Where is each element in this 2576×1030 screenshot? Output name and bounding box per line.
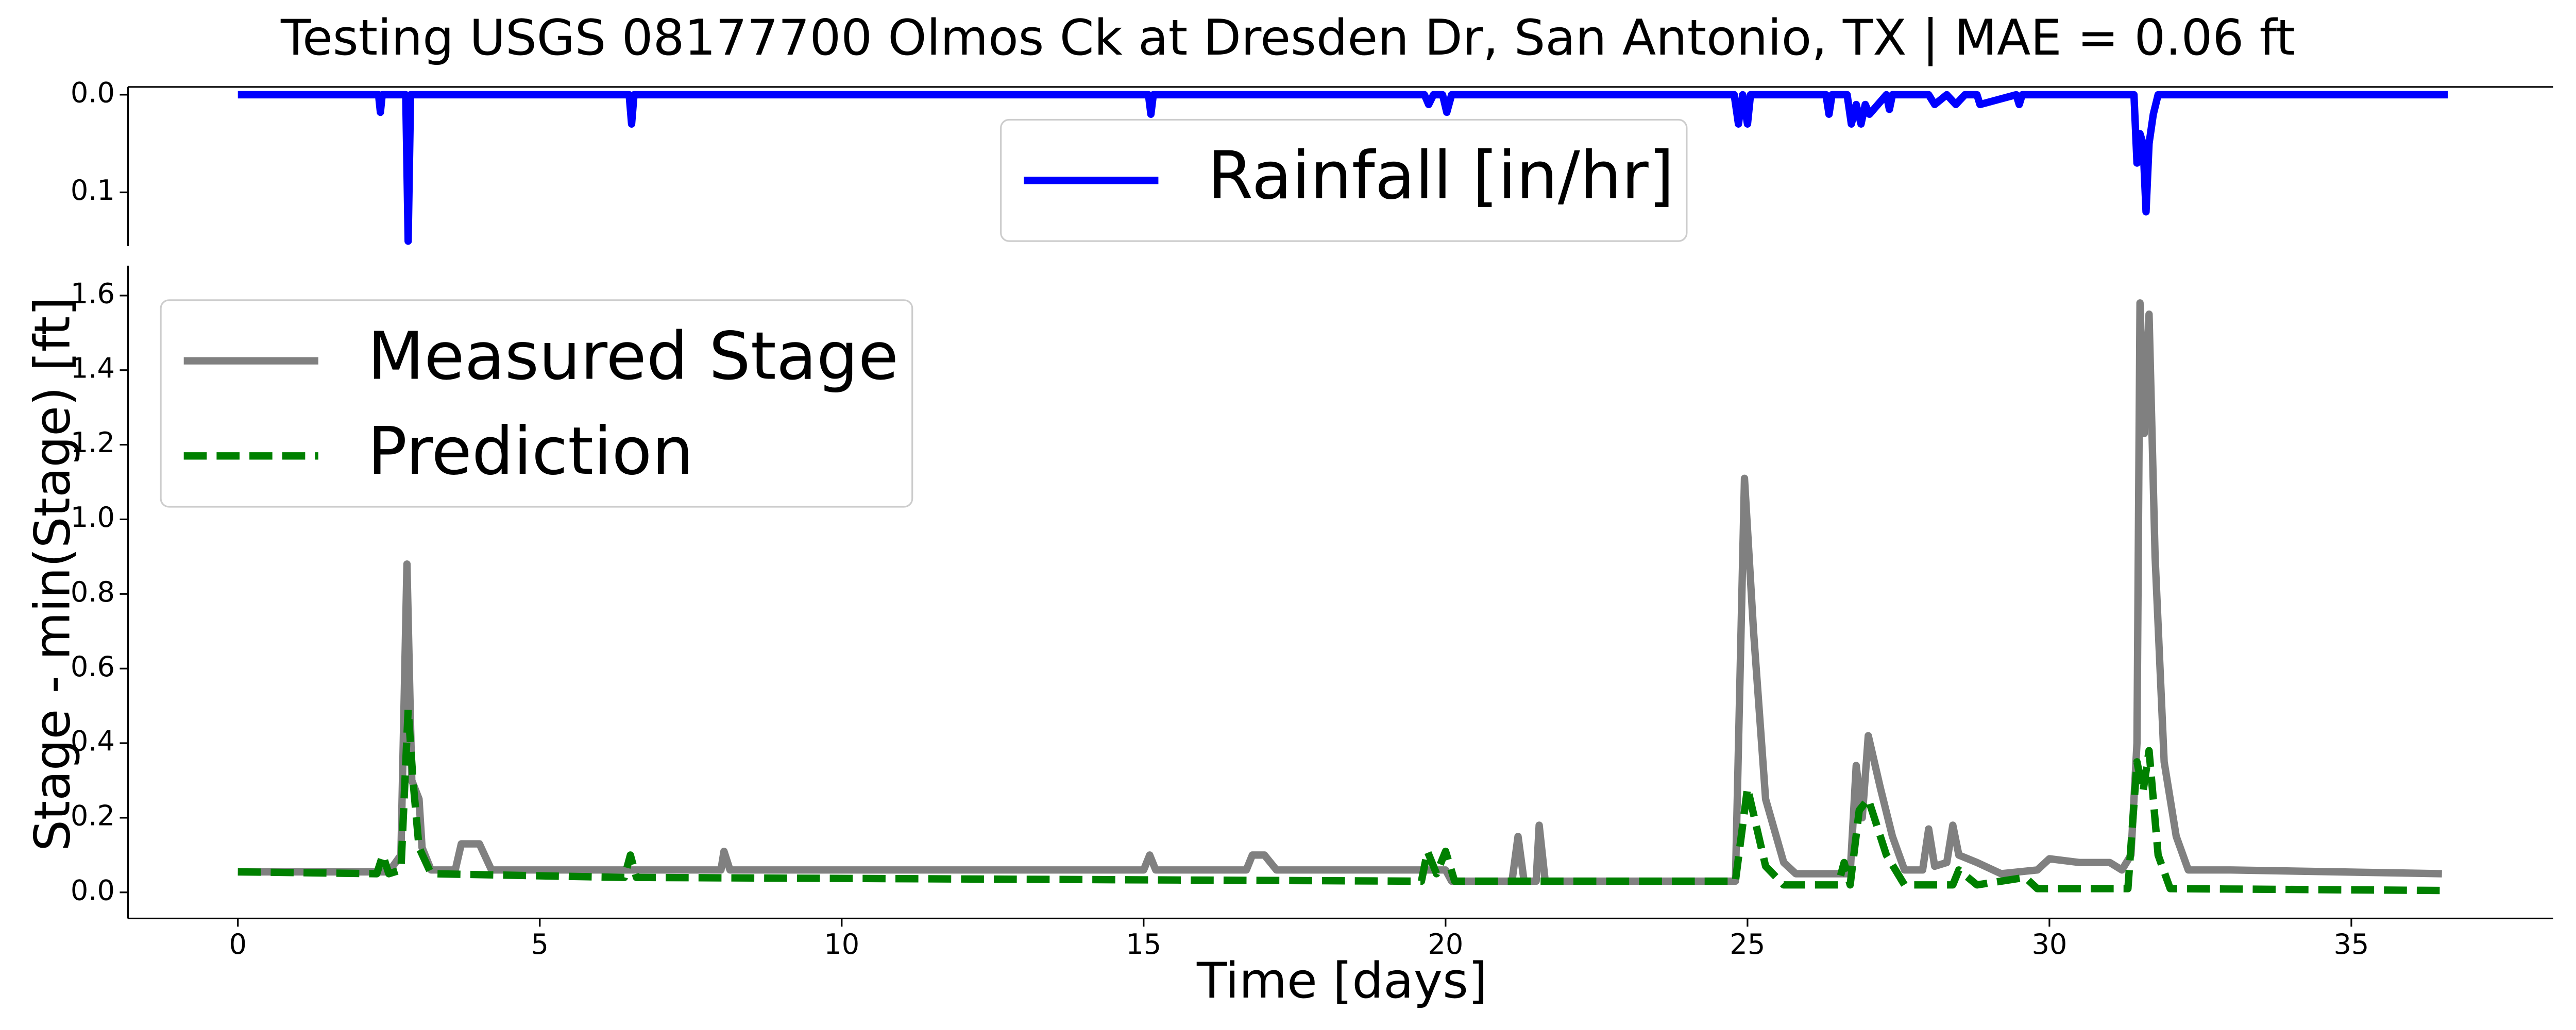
y-tick-label: 0.1 — [71, 174, 115, 207]
x-axis-label: Time [days] — [1196, 952, 1487, 1009]
y-axis-label: Stage - min(Stage) [ft] — [24, 297, 81, 851]
x-tick-label: 25 — [1730, 928, 1765, 960]
x-tick-label: 15 — [1126, 928, 1161, 960]
legend-label: Rainfall [in/hr] — [1208, 138, 1674, 214]
series-line — [238, 299, 2442, 885]
x-tick-label: 5 — [531, 928, 549, 960]
y-tick-label: 0.2 — [71, 800, 115, 832]
y-tick-label: 0.8 — [71, 576, 115, 608]
x-tick-label: 30 — [2031, 928, 2067, 960]
y-tick-label: 1.0 — [71, 501, 115, 534]
legend-box — [160, 299, 913, 508]
y-tick-label: 0.4 — [71, 725, 115, 758]
y-tick-label: 1.4 — [71, 352, 115, 384]
y-tick-label: 1.6 — [71, 278, 115, 310]
series-line — [238, 91, 2448, 245]
legend-label: Prediction — [367, 414, 693, 490]
x-tick-label: 0 — [229, 928, 247, 960]
x-tick-label: 35 — [2334, 928, 2369, 960]
y-tick-label: 0.0 — [71, 77, 115, 109]
legend-box — [1000, 118, 1688, 242]
x-tick-label: 10 — [824, 928, 859, 960]
chart-title: Testing USGS 08177700 Olmos Ck at Dresde… — [280, 9, 2295, 67]
legend-label: Measured Stage — [367, 318, 899, 394]
y-tick-label: 1.2 — [71, 426, 115, 459]
x-tick-label: 20 — [1428, 928, 1463, 960]
y-tick-label: 0.6 — [71, 650, 115, 683]
y-tick-label: 0.0 — [71, 874, 115, 906]
series-line — [238, 706, 2442, 895]
